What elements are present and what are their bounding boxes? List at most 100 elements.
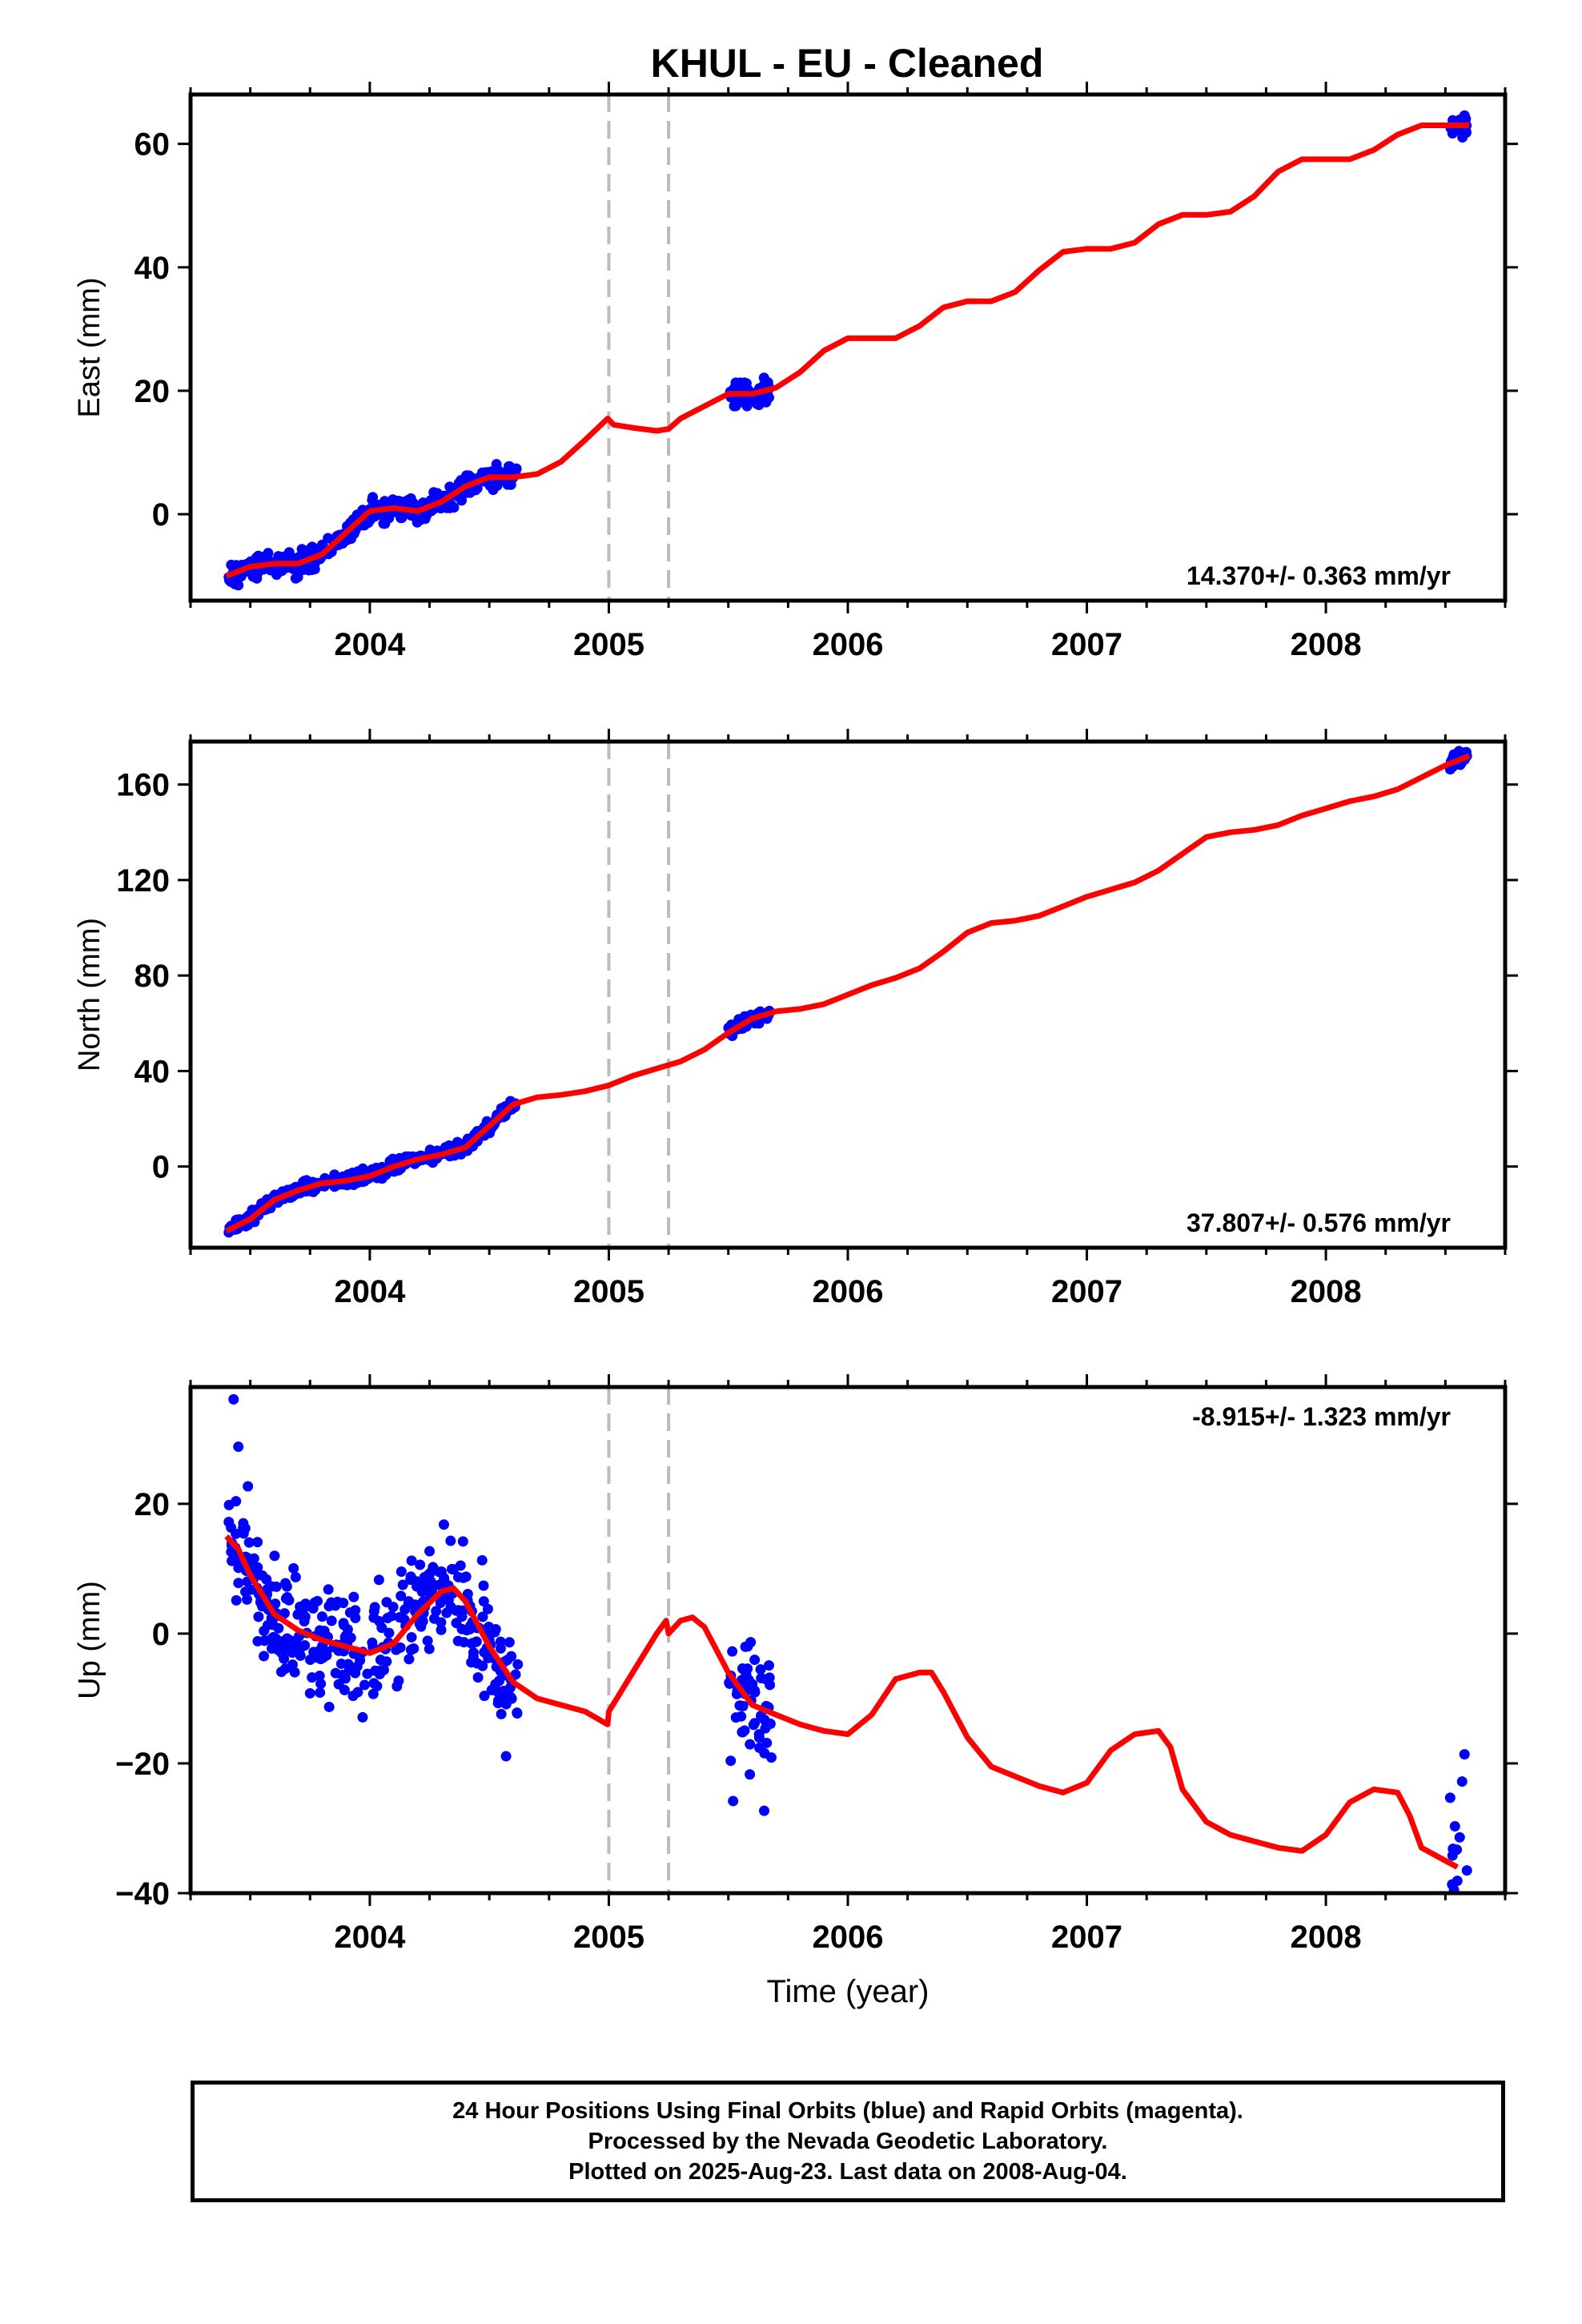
- data-point: [279, 1653, 290, 1664]
- data-point: [765, 1679, 776, 1691]
- data-point: [243, 1537, 255, 1548]
- data-point: [505, 1691, 516, 1703]
- data-point: [233, 1562, 244, 1574]
- data-point: [745, 396, 756, 408]
- y-tick-label: 40: [135, 1054, 171, 1089]
- data-point: [298, 564, 309, 575]
- data-point: [438, 1519, 449, 1530]
- data-point: [745, 1769, 756, 1780]
- data-point: [241, 1594, 252, 1605]
- y-tick-label: 80: [135, 959, 171, 994]
- data-point: [512, 1707, 523, 1719]
- data-point: [367, 494, 378, 505]
- data-point: [443, 502, 454, 513]
- data-point: [367, 1688, 379, 1699]
- data-point: [285, 1635, 296, 1647]
- data-point: [233, 1441, 244, 1453]
- data-point: [1459, 110, 1470, 121]
- footer-caption-box: 24 Hour Positions Using Final Orbits (bl…: [191, 2081, 1505, 2202]
- y-tick-label: 60: [135, 127, 171, 163]
- data-point: [1461, 0, 1472, 6]
- data-point: [496, 1708, 507, 1719]
- data-point: [348, 1591, 359, 1602]
- x-axis-label: Time (year): [767, 1974, 930, 2009]
- x-tick-label: 2007: [1051, 1920, 1122, 1955]
- data-point: [1459, 1749, 1470, 1760]
- data-point: [452, 1605, 464, 1616]
- data-point: [309, 1597, 320, 1608]
- data-point: [238, 1522, 249, 1534]
- data-point: [760, 1723, 771, 1734]
- data-point: [445, 1535, 456, 1546]
- data-point: [338, 1618, 349, 1629]
- data-point: [759, 1805, 770, 1816]
- data-point: [443, 1594, 454, 1606]
- x-tick-label: 2004: [334, 1920, 406, 1955]
- data-point: [1455, 0, 1465, 6]
- data-point: [368, 1612, 379, 1623]
- data-point: [749, 1655, 761, 1666]
- model-line: [225, 123, 1470, 579]
- data-point: [318, 1652, 329, 1663]
- plot-area: [223, 94, 1472, 601]
- data-point: [323, 1584, 334, 1595]
- x-tick-label: 2007: [1051, 627, 1122, 662]
- data-point: [735, 377, 746, 388]
- data-point: [422, 1635, 433, 1647]
- data-point: [315, 1687, 326, 1699]
- data-point: [512, 1659, 524, 1670]
- data-point: [359, 1679, 370, 1691]
- data-point: [765, 1752, 777, 1763]
- x-tick-label: 2008: [1291, 627, 1362, 662]
- data-point: [429, 1613, 440, 1624]
- data-point: [502, 1655, 513, 1666]
- data-point: [271, 1581, 282, 1592]
- data-point: [500, 1751, 512, 1762]
- data-point: [326, 1615, 337, 1626]
- data-point: [405, 1574, 416, 1586]
- y-tick-label: 40: [135, 251, 171, 286]
- data-point: [381, 1656, 392, 1667]
- data-point: [436, 1624, 447, 1635]
- data-point: [287, 1647, 298, 1659]
- data-point: [424, 1643, 435, 1655]
- data-point: [491, 459, 502, 470]
- y-axis-label: North (mm): [73, 918, 106, 1072]
- data-point: [753, 1732, 765, 1743]
- data-point: [228, 1393, 239, 1405]
- data-point: [1447, 1850, 1458, 1861]
- panel-north: 2004 2005 2006 2007 2008 0 40 80 120 160 North (mm…: [73, 729, 1518, 1309]
- data-point: [281, 1581, 292, 1592]
- y-axis-label: East (mm): [73, 277, 106, 417]
- data-point: [761, 1737, 773, 1748]
- data-point: [280, 1593, 291, 1604]
- data-point: [323, 1601, 335, 1612]
- data-point: [486, 1684, 497, 1695]
- data-point: [1456, 0, 1467, 6]
- data-point: [462, 1588, 473, 1599]
- data-point: [441, 1607, 452, 1618]
- data-point: [1453, 0, 1464, 6]
- data-point: [376, 1622, 387, 1634]
- data-point: [332, 1596, 343, 1607]
- data-point: [758, 372, 769, 384]
- data-point: [231, 1594, 242, 1606]
- data-point: [396, 1590, 407, 1602]
- data-point: [290, 1571, 301, 1582]
- data-point: [333, 1679, 344, 1690]
- data-point: [381, 1597, 392, 1608]
- data-point: [424, 1546, 436, 1557]
- model-line: [224, 1534, 1459, 1870]
- panel-east: 2004 2005 2006 2007 2008 0 20 40 60 East (mm) 14.3…: [73, 82, 1518, 662]
- data-point: [262, 1619, 273, 1630]
- data-point: [314, 1671, 325, 1682]
- data-point: [415, 514, 426, 525]
- data-point: [295, 1650, 306, 1661]
- data-point: [371, 1681, 383, 1692]
- y-tick-label: 0: [152, 1617, 170, 1652]
- data-point: [1456, 0, 1467, 6]
- data-point: [386, 1610, 397, 1622]
- data-point: [1447, 128, 1458, 139]
- data-point: [416, 1621, 427, 1632]
- data-point: [495, 1642, 506, 1654]
